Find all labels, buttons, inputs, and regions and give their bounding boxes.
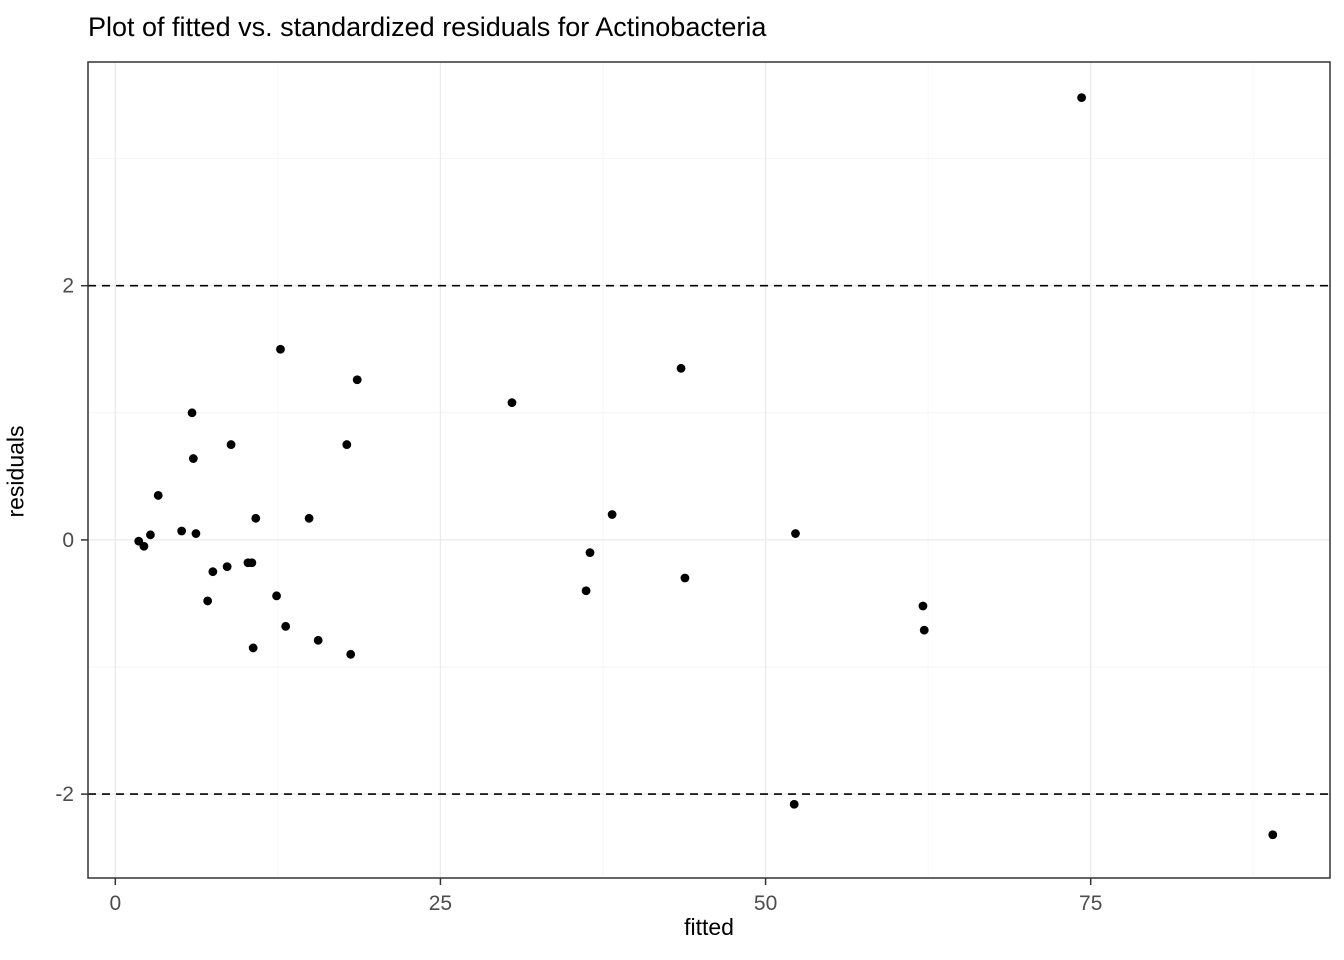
data-point	[507, 398, 517, 408]
data-point	[313, 635, 323, 645]
data-point	[146, 530, 155, 540]
y-axis-label: residuals	[2, 425, 29, 518]
data-point	[222, 562, 232, 571]
data-point	[248, 643, 258, 653]
data-point	[1077, 93, 1086, 102]
data-point	[276, 344, 285, 354]
data-point	[177, 526, 187, 536]
data-point	[342, 440, 352, 449]
x-tick-label: 75	[1079, 892, 1102, 915]
data-point	[352, 375, 362, 385]
x-axis-label: fitted	[684, 914, 734, 940]
data-point	[607, 510, 617, 519]
data-point	[585, 548, 595, 558]
data-point	[203, 596, 213, 606]
x-tick-label: 50	[754, 892, 777, 915]
plot-panel	[88, 62, 1330, 878]
data-point	[272, 591, 281, 601]
data-point	[187, 408, 197, 418]
data-point	[251, 513, 261, 523]
y-tick-label: 2	[62, 275, 74, 298]
data-point	[581, 586, 591, 596]
data-point	[153, 491, 163, 500]
data-point	[208, 567, 218, 577]
data-point	[226, 440, 236, 449]
data-point	[918, 601, 928, 611]
y-tick-label: 0	[62, 529, 74, 552]
data-point	[346, 649, 356, 659]
data-point	[676, 363, 686, 373]
data-point	[247, 558, 257, 568]
data-point	[191, 529, 201, 538]
panel-border	[87, 61, 1331, 879]
chart-title: Plot of fitted vs. standardized residual…	[88, 12, 767, 42]
data-point	[304, 513, 314, 523]
data-point	[789, 799, 799, 809]
x-tick-label: 0	[109, 892, 121, 915]
data-point	[139, 541, 149, 551]
data-point	[1268, 830, 1278, 840]
y-tick-label: -2	[55, 783, 74, 806]
data-point	[791, 529, 800, 538]
data-point	[680, 573, 690, 583]
data-point	[188, 454, 198, 463]
x-tick-label: 25	[429, 892, 452, 915]
data-point	[281, 621, 291, 631]
data-point	[919, 625, 929, 635]
